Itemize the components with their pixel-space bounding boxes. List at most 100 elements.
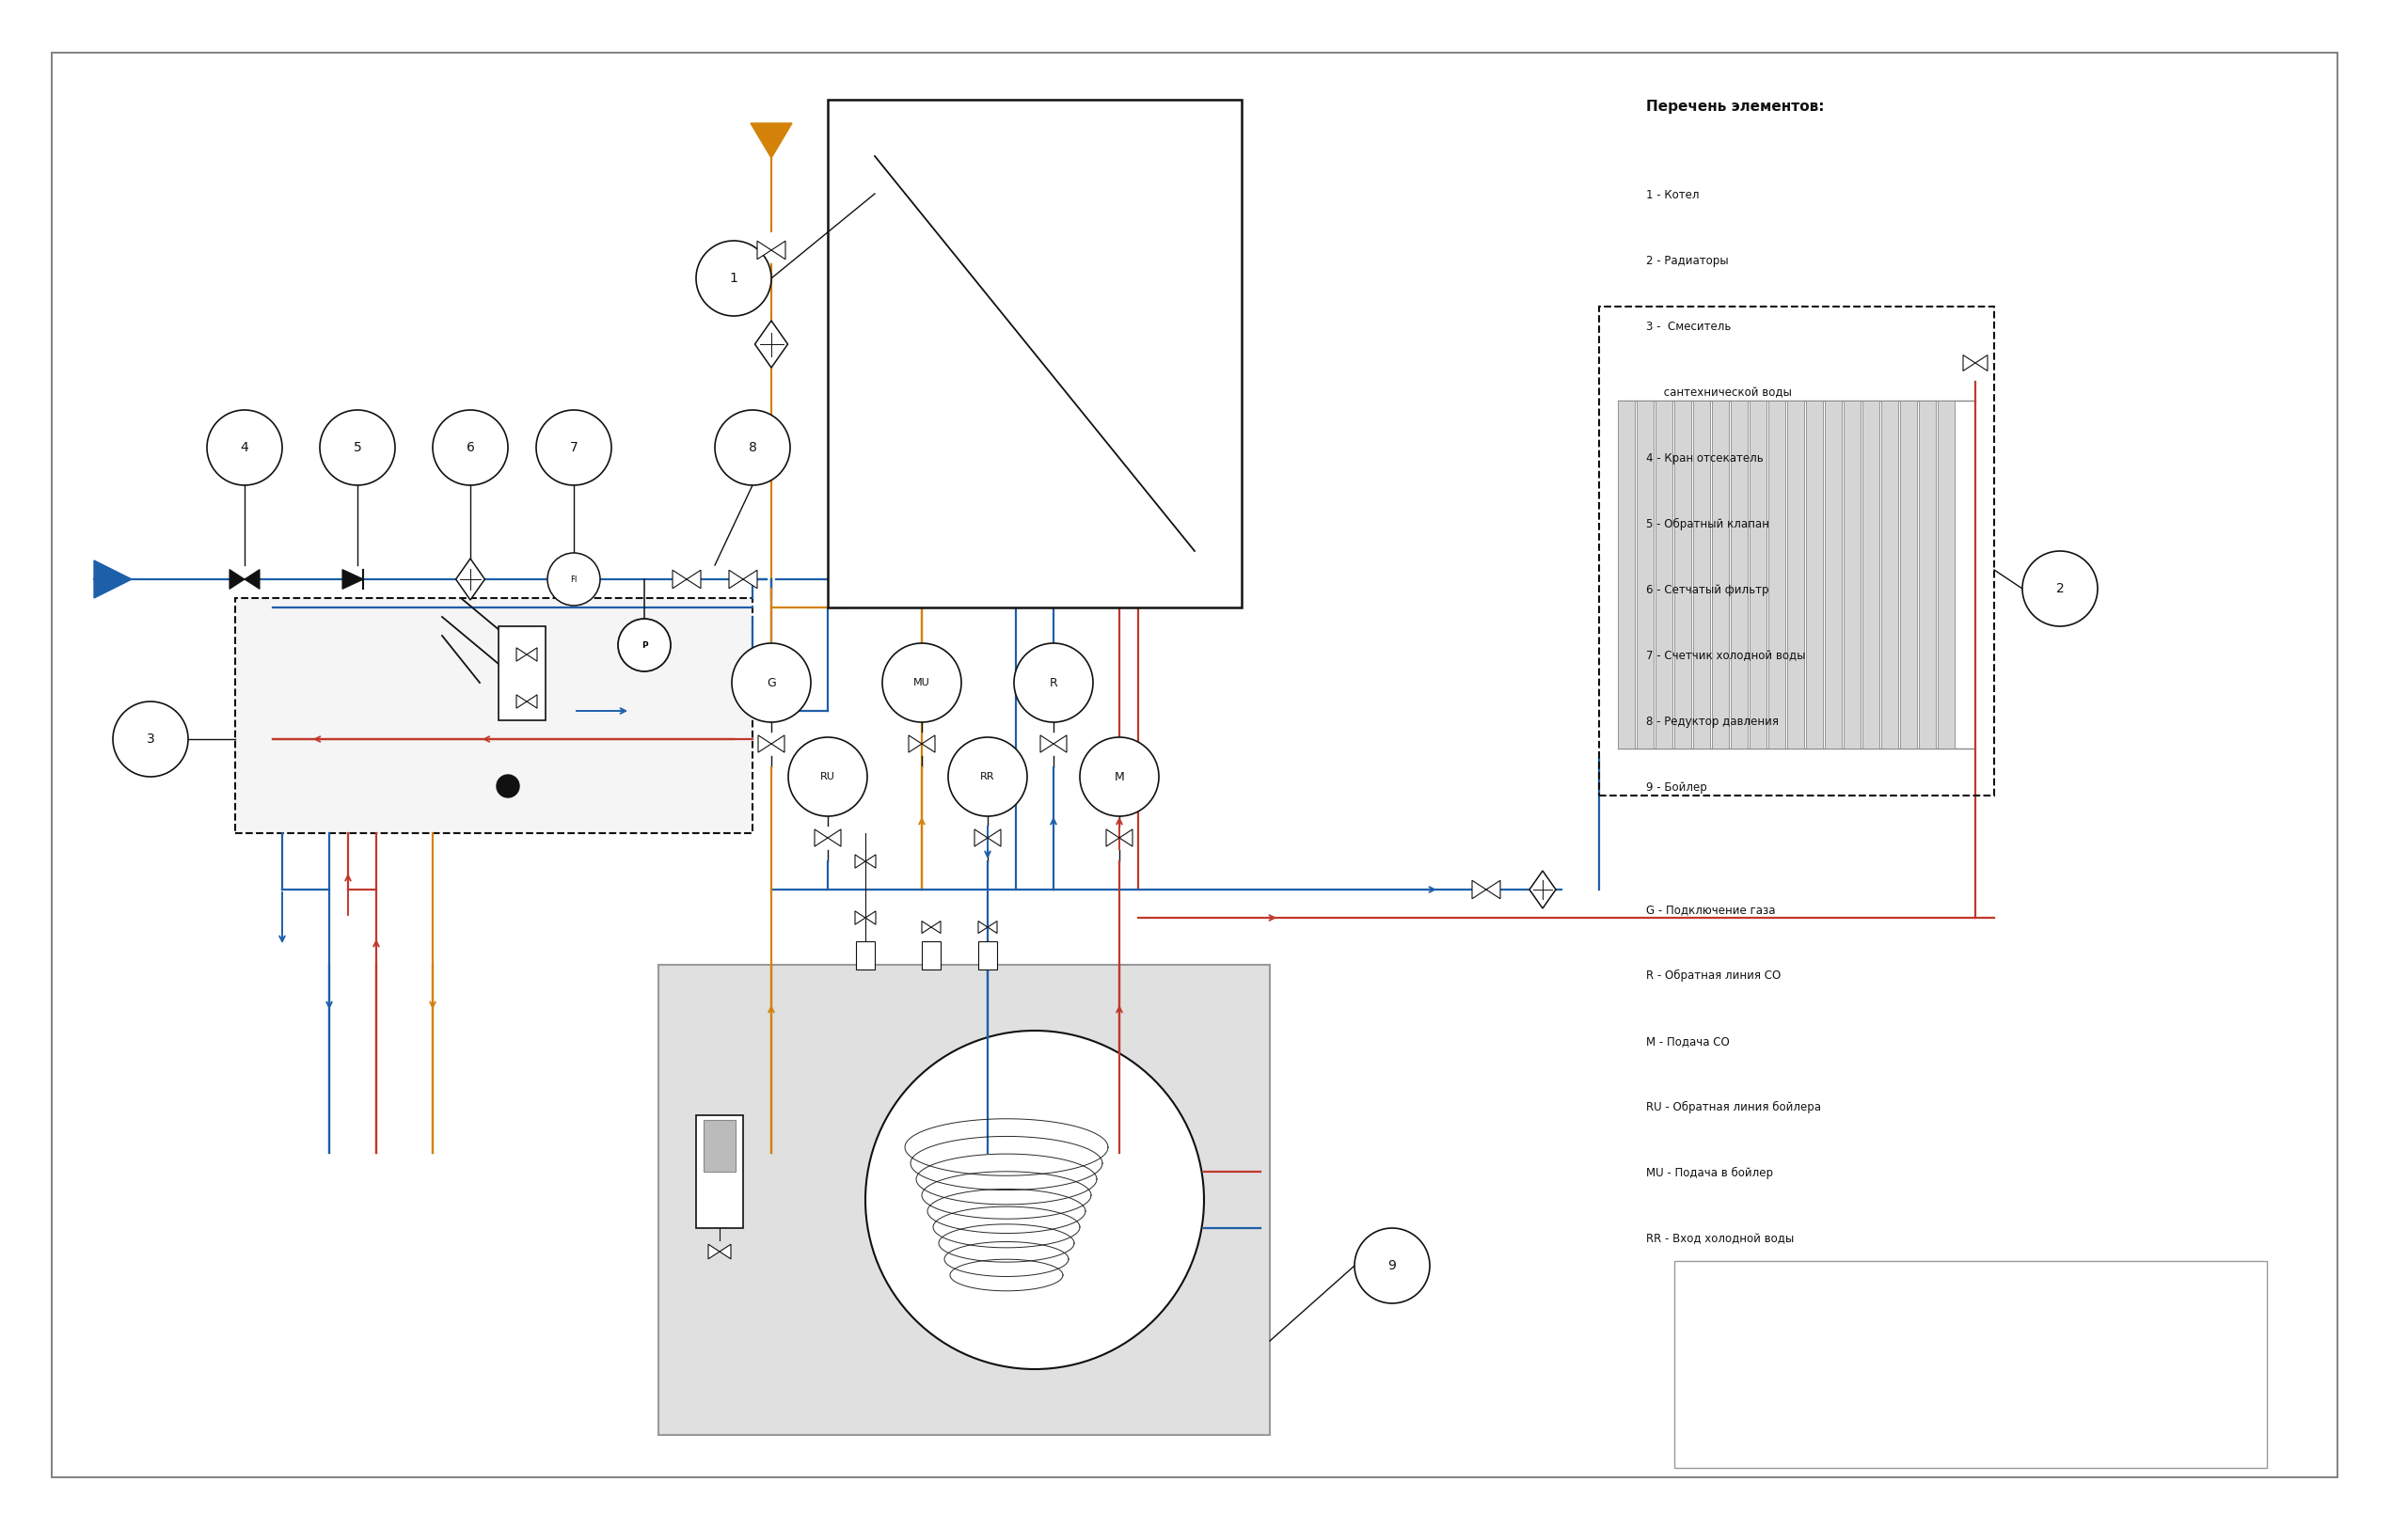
Text: 2: 2 bbox=[2056, 583, 2064, 595]
Text: FI: FI bbox=[571, 575, 578, 584]
Circle shape bbox=[732, 644, 811, 722]
Circle shape bbox=[619, 619, 672, 671]
Polygon shape bbox=[759, 735, 771, 752]
Bar bbox=[1938, 401, 1955, 749]
Circle shape bbox=[787, 737, 867, 816]
Polygon shape bbox=[987, 829, 1002, 847]
Polygon shape bbox=[978, 920, 987, 933]
Text: 7 - Счетчик холодной воды: 7 - Счетчик холодной воды bbox=[1647, 650, 1806, 662]
Polygon shape bbox=[922, 920, 932, 933]
Polygon shape bbox=[1055, 735, 1067, 752]
Polygon shape bbox=[1963, 355, 1975, 372]
Text: 8 - Редуктор давления: 8 - Редуктор давления bbox=[1647, 716, 1780, 728]
Bar bbox=[1845, 401, 1861, 749]
Polygon shape bbox=[708, 1245, 720, 1258]
Text: P: P bbox=[641, 641, 648, 650]
Polygon shape bbox=[814, 829, 828, 847]
Circle shape bbox=[949, 737, 1028, 816]
Text: RU - Обратная линия бойлера: RU - Обратная линия бойлера bbox=[1647, 1101, 1820, 1113]
Bar bbox=[1693, 401, 1710, 749]
Polygon shape bbox=[864, 855, 877, 868]
Circle shape bbox=[1079, 737, 1158, 816]
Polygon shape bbox=[932, 920, 942, 933]
Polygon shape bbox=[751, 124, 792, 157]
Polygon shape bbox=[756, 242, 771, 260]
Polygon shape bbox=[342, 569, 364, 589]
Bar bbox=[1731, 401, 1748, 749]
Text: 6: 6 bbox=[467, 440, 474, 454]
Text: RR - Вход холодной воды: RR - Вход холодной воды bbox=[1647, 1232, 1794, 1245]
Polygon shape bbox=[730, 570, 744, 589]
Text: Перечень элементов:: Перечень элементов: bbox=[1647, 99, 1825, 113]
Circle shape bbox=[496, 775, 520, 798]
Polygon shape bbox=[1486, 881, 1500, 899]
Circle shape bbox=[320, 410, 395, 485]
Text: 3 -  Смеситель: 3 - Смеситель bbox=[1647, 321, 1731, 333]
Polygon shape bbox=[720, 1245, 732, 1258]
Bar bbox=[696, 1115, 744, 1228]
Polygon shape bbox=[1529, 870, 1556, 908]
Bar bbox=[828, 99, 1243, 607]
Text: 5 - Обратный клапан: 5 - Обратный клапан bbox=[1647, 518, 1770, 531]
Text: R - Обратная линия СО: R - Обратная линия СО bbox=[1647, 969, 1782, 982]
Bar bbox=[498, 627, 547, 720]
Bar bbox=[1900, 401, 1917, 749]
Polygon shape bbox=[975, 829, 987, 847]
Bar bbox=[236, 598, 751, 833]
Polygon shape bbox=[515, 648, 527, 661]
Circle shape bbox=[1353, 1228, 1430, 1303]
Bar bbox=[1674, 401, 1690, 749]
Polygon shape bbox=[527, 648, 537, 661]
Text: 1: 1 bbox=[730, 272, 737, 284]
Polygon shape bbox=[855, 855, 864, 868]
Circle shape bbox=[864, 1031, 1204, 1368]
Bar bbox=[703, 1119, 734, 1171]
Polygon shape bbox=[744, 570, 756, 589]
Text: 6 - Сетчатый фильтр: 6 - Сетчатый фильтр bbox=[1647, 584, 1770, 596]
Polygon shape bbox=[1975, 355, 1987, 372]
Circle shape bbox=[1014, 644, 1093, 722]
Polygon shape bbox=[922, 735, 934, 752]
Circle shape bbox=[547, 553, 600, 605]
Text: RR: RR bbox=[980, 772, 995, 781]
Bar bbox=[922, 942, 942, 969]
Polygon shape bbox=[229, 569, 246, 589]
Text: 5: 5 bbox=[354, 440, 361, 454]
Text: 8: 8 bbox=[749, 440, 756, 454]
Circle shape bbox=[433, 410, 508, 485]
Bar bbox=[1674, 1261, 2266, 1468]
Polygon shape bbox=[1120, 829, 1132, 847]
Bar bbox=[978, 942, 997, 969]
Circle shape bbox=[113, 702, 188, 777]
Bar bbox=[1787, 401, 1804, 749]
Bar bbox=[1599, 306, 1994, 795]
Text: G - Подключение газа: G - Подключение газа bbox=[1647, 904, 1775, 916]
Circle shape bbox=[2023, 550, 2097, 627]
Bar bbox=[1806, 401, 1823, 749]
Bar bbox=[1825, 401, 1842, 749]
Text: RU: RU bbox=[821, 772, 836, 781]
Circle shape bbox=[715, 410, 790, 485]
Polygon shape bbox=[672, 570, 686, 589]
Bar bbox=[1637, 401, 1654, 749]
Text: сантехнической воды: сантехнической воды bbox=[1647, 387, 1792, 399]
Bar bbox=[1861, 401, 1878, 749]
Text: 3: 3 bbox=[147, 732, 154, 746]
Polygon shape bbox=[855, 911, 864, 925]
Text: 4: 4 bbox=[241, 440, 248, 454]
Polygon shape bbox=[828, 829, 840, 847]
Bar bbox=[855, 942, 874, 969]
Polygon shape bbox=[1471, 881, 1486, 899]
Bar bbox=[1751, 401, 1767, 749]
Text: 9 - Бойлер: 9 - Бойлер bbox=[1647, 781, 1707, 794]
Polygon shape bbox=[987, 920, 997, 933]
Polygon shape bbox=[1040, 735, 1055, 752]
Text: M: M bbox=[1115, 771, 1125, 783]
Polygon shape bbox=[754, 321, 787, 367]
Text: 9: 9 bbox=[1387, 1258, 1397, 1272]
Polygon shape bbox=[527, 694, 537, 708]
Bar bbox=[1712, 401, 1729, 749]
Polygon shape bbox=[246, 569, 260, 589]
Bar bbox=[657, 965, 1269, 1434]
Bar bbox=[1657, 401, 1674, 749]
